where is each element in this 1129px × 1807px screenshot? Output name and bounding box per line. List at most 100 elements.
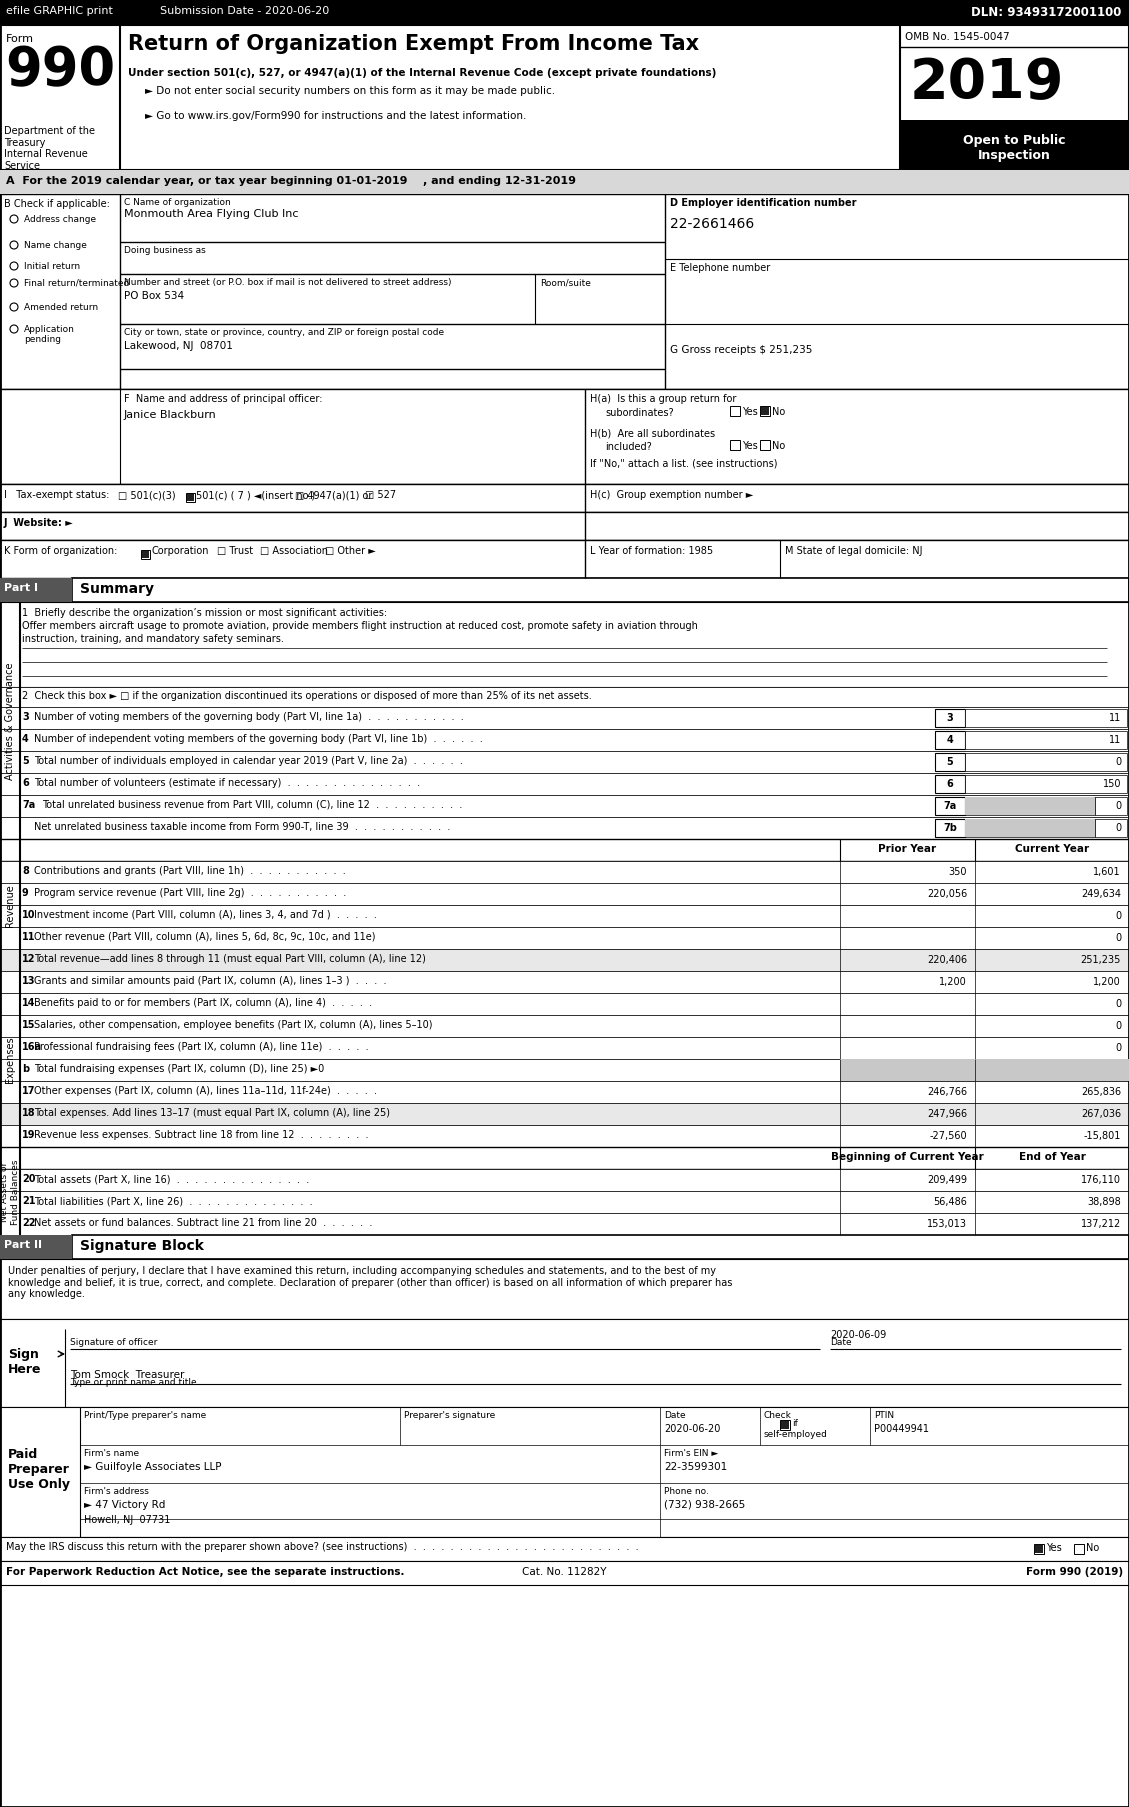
Text: G Gross receipts $ 251,235: G Gross receipts $ 251,235 <box>669 345 813 354</box>
Text: 4: 4 <box>946 735 953 744</box>
Text: Sign
Here: Sign Here <box>8 1348 42 1375</box>
Text: 209,499: 209,499 <box>927 1175 968 1184</box>
Bar <box>0 688 1129 708</box>
Bar <box>0 730 1129 752</box>
Text: Activities & Governance: Activities & Governance <box>5 661 15 779</box>
Text: Professional fundraising fees (Part IX, column (A), line 11e)  .  .  .  .  .: Professional fundraising fees (Part IX, … <box>34 1041 369 1052</box>
Text: 3: 3 <box>946 712 953 723</box>
Bar <box>0 884 1129 905</box>
Text: 13: 13 <box>21 976 35 985</box>
Text: H(c)  Group exemption number ►: H(c) Group exemption number ► <box>590 490 753 501</box>
Bar <box>0 1236 72 1259</box>
Bar <box>0 972 1129 994</box>
Text: Total expenses. Add lines 13–17 (must equal Part IX, column (A), line 25): Total expenses. Add lines 13–17 (must eq… <box>34 1108 390 1117</box>
Bar <box>761 408 769 416</box>
Text: Yes: Yes <box>742 441 758 450</box>
Text: Lakewood, NJ  08701: Lakewood, NJ 08701 <box>124 342 233 351</box>
Text: 0: 0 <box>1114 999 1121 1008</box>
Text: Preparer's signature: Preparer's signature <box>404 1409 496 1418</box>
Text: H(b)  Are all subordinates: H(b) Are all subordinates <box>590 428 715 437</box>
Text: 7a: 7a <box>944 801 956 811</box>
Text: if: if <box>793 1418 798 1428</box>
Bar <box>1095 797 1127 815</box>
Bar <box>1074 1545 1084 1554</box>
Text: B Check if applicable:: B Check if applicable: <box>5 199 110 210</box>
Bar <box>900 121 1129 172</box>
Bar <box>0 795 1129 817</box>
Text: Number and street (or P.O. box if mail is not delivered to street address): Number and street (or P.O. box if mail i… <box>124 278 452 287</box>
Bar <box>760 441 770 450</box>
Bar <box>975 1059 1129 1081</box>
Text: Revenue less expenses. Subtract line 18 from line 12  .  .  .  .  .  .  .  .: Revenue less expenses. Subtract line 18 … <box>34 1129 368 1140</box>
Text: No: No <box>772 407 786 417</box>
Text: PO Box 534: PO Box 534 <box>124 291 184 300</box>
Bar <box>0 840 1129 862</box>
Text: 8: 8 <box>21 866 29 876</box>
Text: Initial return: Initial return <box>24 262 80 271</box>
Bar <box>965 754 1127 772</box>
Text: 16a: 16a <box>21 1041 42 1052</box>
Text: Doing business as: Doing business as <box>124 246 205 255</box>
Text: Summary: Summary <box>80 582 154 596</box>
Text: No: No <box>772 441 786 450</box>
Text: 6: 6 <box>946 779 953 788</box>
Text: Part I: Part I <box>5 582 38 593</box>
Text: Corporation: Corporation <box>151 546 209 557</box>
Bar <box>965 775 1127 793</box>
Text: Phone no.: Phone no. <box>664 1485 709 1494</box>
Text: 0: 0 <box>1114 1021 1121 1030</box>
Text: Yes: Yes <box>1045 1541 1061 1552</box>
Text: 38,898: 38,898 <box>1087 1196 1121 1207</box>
Text: 220,406: 220,406 <box>927 954 968 965</box>
Bar <box>140 549 149 558</box>
Text: 1  Briefly describe the organization’s mission or most significant activities:: 1 Briefly describe the organization’s mi… <box>21 607 387 618</box>
Bar <box>0 484 1129 513</box>
Bar <box>0 1538 1129 1561</box>
Text: Other revenue (Part VIII, column (A), lines 5, 6d, 8c, 9c, 10c, and 11e): Other revenue (Part VIII, column (A), li… <box>34 931 376 941</box>
Text: Final return/terminated: Final return/terminated <box>24 278 129 287</box>
Bar <box>781 1422 789 1429</box>
Text: 17: 17 <box>21 1086 35 1095</box>
Text: Net assets or fund balances. Subtract line 21 from line 20  .  .  .  .  .  .: Net assets or fund balances. Subtract li… <box>34 1218 373 1227</box>
Text: Firm's name: Firm's name <box>84 1447 139 1456</box>
Text: C Name of organization: C Name of organization <box>124 199 230 206</box>
Bar <box>840 1059 975 1081</box>
Bar <box>0 1212 1129 1236</box>
Text: 990: 990 <box>5 43 115 96</box>
Text: 2020-06-09: 2020-06-09 <box>830 1330 886 1339</box>
Bar <box>935 775 965 793</box>
Text: 20: 20 <box>21 1173 35 1184</box>
Text: Address change: Address change <box>24 215 96 224</box>
Text: 21: 21 <box>21 1196 35 1205</box>
Text: 2  Check this box ► □ if the organization discontinued its operations or dispose: 2 Check this box ► □ if the organization… <box>21 690 592 701</box>
Bar <box>0 1147 1129 1169</box>
Text: 56,486: 56,486 <box>934 1196 968 1207</box>
Text: Number of voting members of the governing body (Part VI, line 1a)  .  .  .  .  .: Number of voting members of the governin… <box>34 712 464 721</box>
Text: Form: Form <box>6 34 34 43</box>
Text: Type or print name and title: Type or print name and title <box>70 1377 196 1386</box>
Text: If "No," attach a list. (see instructions): If "No," attach a list. (see instruction… <box>590 457 778 468</box>
Text: 153,013: 153,013 <box>927 1218 968 1229</box>
Text: 4: 4 <box>21 734 28 744</box>
Bar <box>1034 1545 1044 1554</box>
Text: PTIN: PTIN <box>874 1409 894 1418</box>
Text: 0: 0 <box>1114 801 1121 811</box>
Text: □ Association: □ Association <box>260 546 329 557</box>
Text: Monmouth Area Flying Club Inc: Monmouth Area Flying Club Inc <box>124 210 298 219</box>
Text: Grants and similar amounts paid (Part IX, column (A), lines 1–3 )  .  .  .  .: Grants and similar amounts paid (Part IX… <box>34 976 386 985</box>
Text: 14: 14 <box>21 997 35 1008</box>
Text: E Telephone number: E Telephone number <box>669 262 770 273</box>
Bar <box>730 407 739 417</box>
Text: Current Year: Current Year <box>1015 844 1089 853</box>
Text: 5: 5 <box>21 755 28 766</box>
Bar <box>965 820 1095 837</box>
Text: included?: included? <box>605 441 651 452</box>
Text: Check: Check <box>764 1409 791 1418</box>
Text: Print/Type preparer's name: Print/Type preparer's name <box>84 1409 207 1418</box>
Text: L Year of formation: 1985: L Year of formation: 1985 <box>590 546 714 557</box>
Bar <box>0 817 1129 840</box>
Text: OMB No. 1545-0047: OMB No. 1545-0047 <box>905 33 1009 42</box>
Text: Total revenue—add lines 8 through 11 (must equal Part VIII, column (A), line 12): Total revenue—add lines 8 through 11 (mu… <box>34 954 426 963</box>
Text: Return of Organization Exempt From Income Tax: Return of Organization Exempt From Incom… <box>128 34 699 54</box>
Text: 22-2661466: 22-2661466 <box>669 217 754 231</box>
